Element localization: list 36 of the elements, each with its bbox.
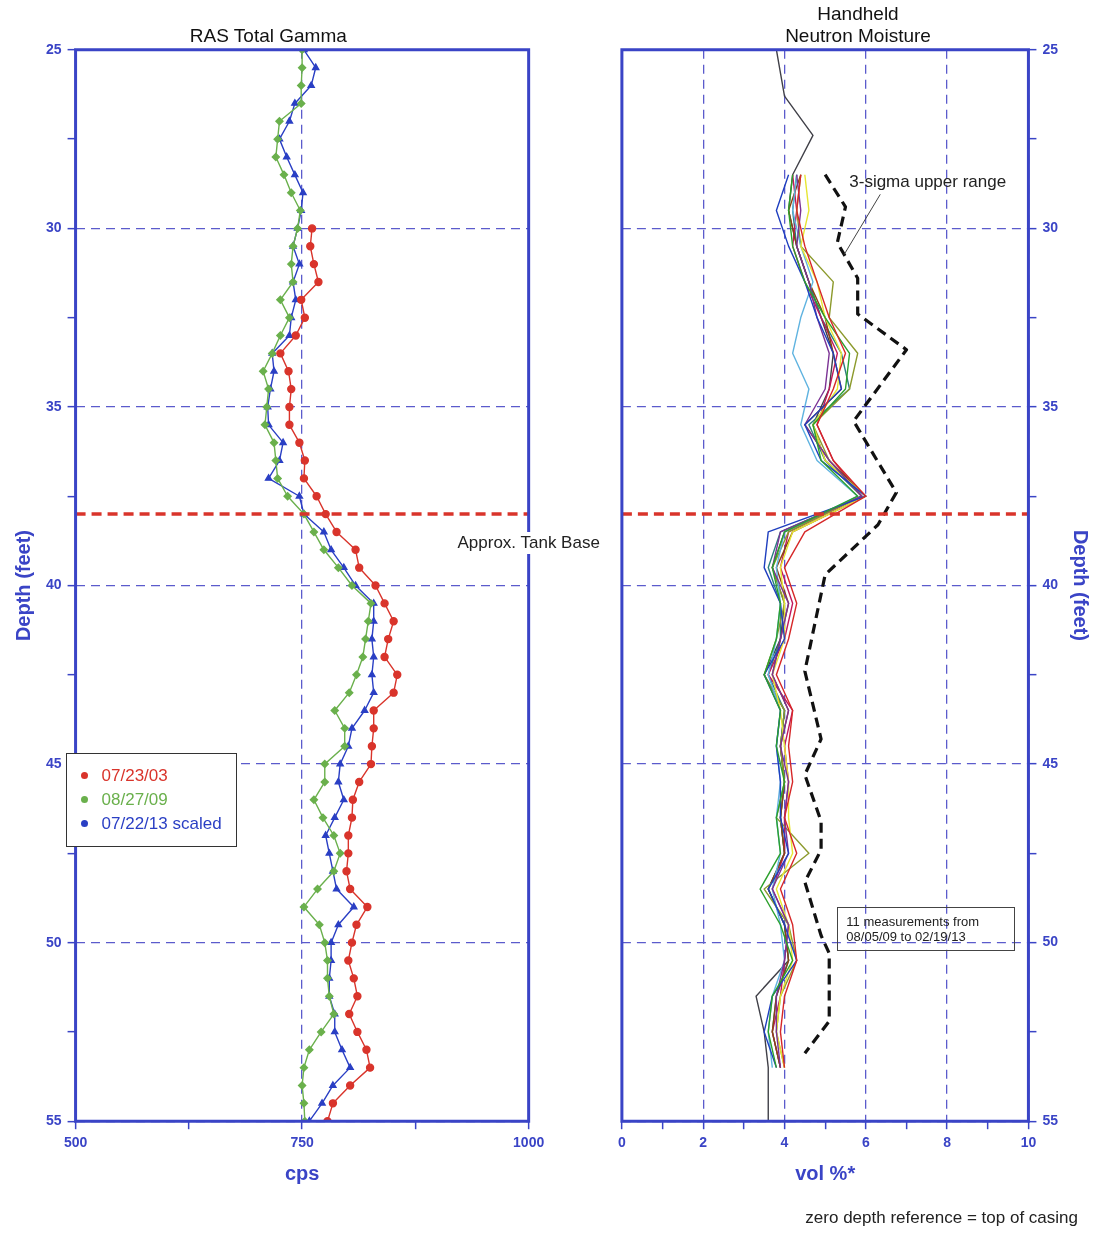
x-tick-label: 0 bbox=[617, 1134, 626, 1151]
y-tick-label: 40 bbox=[45, 576, 62, 593]
x-tick-label: 6 bbox=[861, 1134, 870, 1151]
x-axis-title: cps bbox=[284, 1161, 320, 1184]
y-tick-label: 50 bbox=[45, 933, 62, 950]
x-tick-label: 8 bbox=[943, 1134, 952, 1151]
y-tick-label: 35 bbox=[45, 397, 62, 414]
chart-title: RAS Total Gamma bbox=[189, 25, 348, 47]
x-tick-label: 2 bbox=[699, 1134, 708, 1151]
x-tick-label: 4 bbox=[780, 1134, 789, 1151]
x-tick-label: 10 bbox=[1020, 1134, 1037, 1151]
y-tick-label: 45 bbox=[45, 754, 62, 771]
x-tick-label: 750 bbox=[290, 1134, 315, 1151]
y-tick-label: 30 bbox=[45, 219, 62, 236]
legend-label: 08/27/09 bbox=[101, 789, 168, 810]
y-tick-label: 25 bbox=[1042, 40, 1059, 57]
y-axis-title: Depth (feet) bbox=[11, 529, 34, 642]
y-tick-label: 55 bbox=[45, 1112, 62, 1129]
legend-label: 07/23/03 bbox=[101, 765, 168, 786]
x-axis-title: vol %* bbox=[795, 1161, 856, 1184]
y-tick-label: 55 bbox=[1042, 1112, 1059, 1129]
annotation: 3-sigma upper range bbox=[849, 172, 1007, 192]
y-tick-label: 30 bbox=[1042, 219, 1059, 236]
x-tick-label: 1000 bbox=[513, 1134, 545, 1151]
chart-title: Handheld Neutron Moisture bbox=[785, 3, 931, 47]
y-tick-label: 35 bbox=[1042, 397, 1059, 414]
y-axis-title: Depth (feet) bbox=[1070, 529, 1093, 641]
y-tick-label: 45 bbox=[1042, 754, 1059, 771]
y-tick-label: 50 bbox=[1042, 933, 1059, 950]
x-tick-label: 500 bbox=[63, 1134, 88, 1151]
note-frame: 11 measurements from 08/05/09 to 02/19/13 bbox=[837, 906, 1016, 951]
y-tick-label: 40 bbox=[1042, 576, 1059, 593]
legend-label: 07/22/13 scaled bbox=[101, 813, 222, 834]
y-tick-label: 25 bbox=[45, 40, 62, 57]
text: zero depth reference = top of casing bbox=[805, 1208, 1078, 1228]
ref-line-label: Approx. Tank Base bbox=[457, 532, 600, 552]
